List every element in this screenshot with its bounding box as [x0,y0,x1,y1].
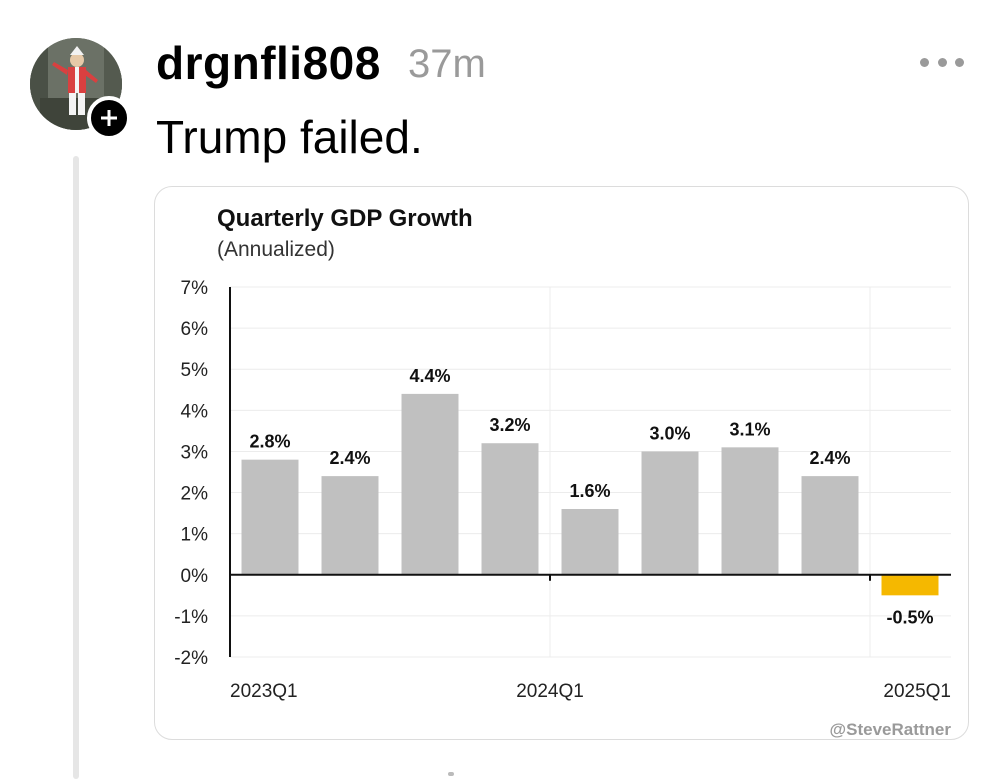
data-label: 3.1% [729,419,770,439]
bar-2024Q3 [721,447,779,575]
chart-title: Quarterly GDP Growth [217,205,473,232]
bar-2023Q4 [481,443,539,575]
x-tick-label: 2023Q1 [230,681,298,702]
bar-2024Q1 [561,509,619,575]
data-label: 2.4% [809,448,850,468]
bar-2024Q4 [801,476,859,575]
dot [937,57,947,67]
y-tick-label: 4% [181,401,209,422]
post-image[interactable]: Quarterly GDP Growth (Annualized) 2.8% 2.… [154,186,969,740]
data-label: 1.6% [569,481,610,501]
bar-2025Q1 [881,574,939,596]
more-options-icon[interactable] [920,54,964,70]
username[interactable]: drgnfli808 [156,37,381,89]
follow-button[interactable] [87,96,131,140]
gdp-chart: Quarterly GDP Growth (Annualized) 2.8% 2.… [174,205,952,739]
y-tick-label: 0% [181,566,209,587]
timestamp: 37m [408,42,486,86]
y-tick-label: 1% [181,525,209,546]
dot [955,57,964,67]
data-label: 2.4% [329,448,370,468]
data-label: 3.0% [649,423,690,443]
bar-2023Q3 [401,393,459,575]
data-label: -0.5% [886,607,933,627]
y-tick-label: 7% [181,278,209,299]
bar-2024Q2 [641,451,699,575]
post-text: Trump failed. [156,111,423,163]
y-tick-label: 3% [181,442,209,463]
y-tick-label: 2% [181,484,209,505]
y-tick-label: -1% [174,607,208,628]
chart-subtitle: (Annualized) [217,238,335,261]
y-tick-label: -2% [174,648,208,669]
data-label: 2.8% [249,432,290,452]
data-label: 4.4% [409,366,450,386]
bar-2023Q2 [321,476,379,575]
bottom-fragment [448,772,454,776]
chart-source: @SteveRattner [830,720,952,739]
bar-2023Q1 [241,459,299,575]
y-tick-label: 6% [181,319,209,340]
dot [920,57,929,67]
x-tick-label: 2024Q1 [516,681,584,702]
plus-icon [101,110,117,126]
thread-line [73,156,79,779]
x-tick-label: 2025Q1 [883,681,951,702]
data-label: 3.2% [489,415,530,435]
y-tick-label: 5% [181,360,209,381]
